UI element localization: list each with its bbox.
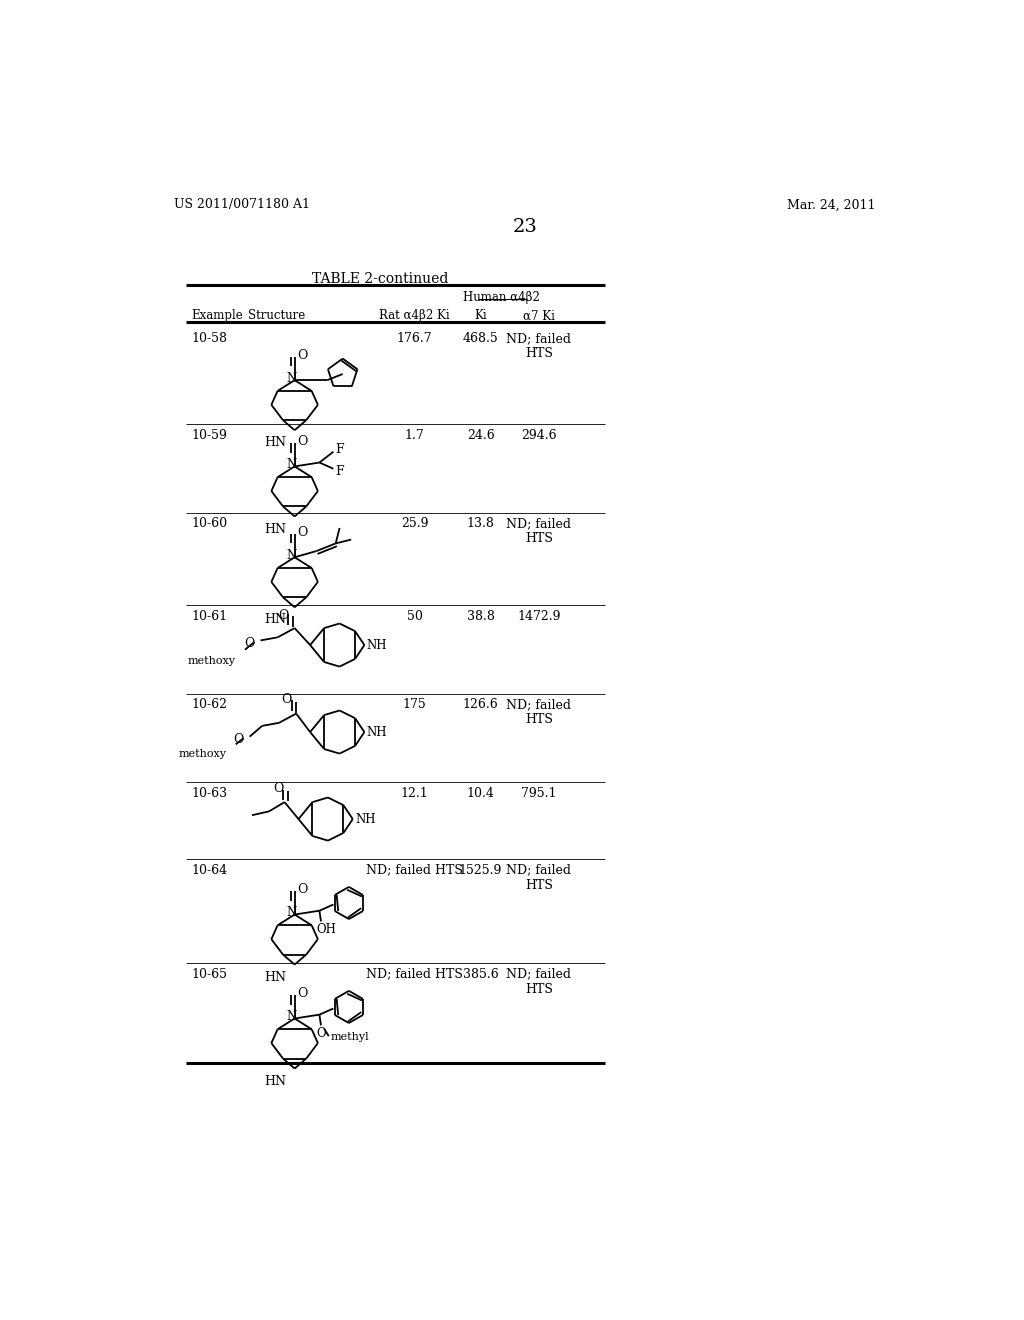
Text: Structure: Structure (248, 309, 305, 322)
Text: N: N (287, 549, 297, 562)
Text: methyl: methyl (331, 1032, 369, 1041)
Text: 50: 50 (407, 610, 423, 623)
Text: ND; failed
HTS: ND; failed HTS (506, 333, 571, 360)
Text: 468.5: 468.5 (463, 333, 499, 346)
Text: 10-59: 10-59 (191, 429, 227, 442)
Text: ND; failed
HTS: ND; failed HTS (506, 698, 571, 726)
Text: 1.7: 1.7 (404, 429, 425, 442)
Text: ND; failed
HTS: ND; failed HTS (506, 863, 571, 892)
Text: methoxy: methoxy (187, 656, 236, 665)
Text: O: O (298, 527, 308, 539)
Text: O: O (316, 1027, 326, 1040)
Text: Human α4β2: Human α4β2 (463, 290, 540, 304)
Text: α7 Ki: α7 Ki (523, 309, 555, 322)
Text: 385.6: 385.6 (463, 968, 499, 981)
Text: O: O (298, 348, 308, 362)
Text: 25.9: 25.9 (401, 517, 428, 531)
Text: 10-58: 10-58 (191, 333, 227, 346)
Text: 176.7: 176.7 (397, 333, 432, 346)
Text: 10-65: 10-65 (191, 968, 227, 981)
Text: O: O (298, 987, 308, 1001)
Text: N: N (287, 1010, 297, 1023)
Text: 10-60: 10-60 (191, 517, 227, 531)
Text: N: N (287, 458, 297, 471)
Text: F: F (335, 444, 343, 455)
Text: 13.8: 13.8 (467, 517, 495, 531)
Text: HN: HN (264, 614, 287, 627)
Text: Example: Example (191, 309, 244, 322)
Text: O: O (298, 883, 308, 896)
Text: HN: HN (264, 970, 287, 983)
Text: F: F (335, 465, 343, 478)
Text: 38.8: 38.8 (467, 610, 495, 623)
Text: 126.6: 126.6 (463, 698, 499, 711)
Text: 10-62: 10-62 (191, 698, 227, 711)
Text: Mar. 24, 2011: Mar. 24, 2011 (786, 198, 876, 211)
Text: 23: 23 (512, 218, 538, 236)
Text: NH: NH (367, 639, 387, 652)
Text: 12.1: 12.1 (400, 787, 429, 800)
Text: O: O (273, 781, 284, 795)
Text: O: O (278, 610, 288, 622)
Text: 10.4: 10.4 (467, 787, 495, 800)
Text: O: O (233, 733, 244, 746)
Text: O: O (298, 436, 308, 449)
Text: 24.6: 24.6 (467, 429, 495, 442)
Text: HN: HN (264, 437, 287, 449)
Text: ND; failed
HTS: ND; failed HTS (506, 517, 571, 545)
Text: NH: NH (367, 726, 387, 739)
Text: Rat α4β2 Ki: Rat α4β2 Ki (380, 309, 451, 322)
Text: TABLE 2-continued: TABLE 2-continued (311, 272, 449, 285)
Text: HN: HN (264, 1074, 287, 1088)
Text: O: O (282, 693, 292, 706)
Text: ND; failed HTS: ND; failed HTS (367, 863, 463, 876)
Text: US 2011/0071180 A1: US 2011/0071180 A1 (174, 198, 310, 211)
Text: 294.6: 294.6 (521, 429, 557, 442)
Text: NH: NH (355, 813, 376, 825)
Text: ND; failed
HTS: ND; failed HTS (506, 968, 571, 995)
Text: 1472.9: 1472.9 (517, 610, 560, 623)
Text: 10-61: 10-61 (191, 610, 227, 623)
Text: 1525.9: 1525.9 (459, 863, 503, 876)
Text: ND; failed HTS: ND; failed HTS (367, 968, 463, 981)
Text: Ki: Ki (474, 309, 487, 322)
Text: 175: 175 (402, 698, 427, 711)
Text: 795.1: 795.1 (521, 787, 556, 800)
Text: O: O (245, 638, 255, 649)
Text: N: N (287, 907, 297, 920)
Text: methoxy: methoxy (178, 748, 226, 759)
Text: OH: OH (316, 923, 336, 936)
Text: 10-64: 10-64 (191, 863, 227, 876)
Text: 10-63: 10-63 (191, 787, 227, 800)
Text: HN: HN (264, 523, 287, 536)
Text: N: N (287, 372, 297, 385)
